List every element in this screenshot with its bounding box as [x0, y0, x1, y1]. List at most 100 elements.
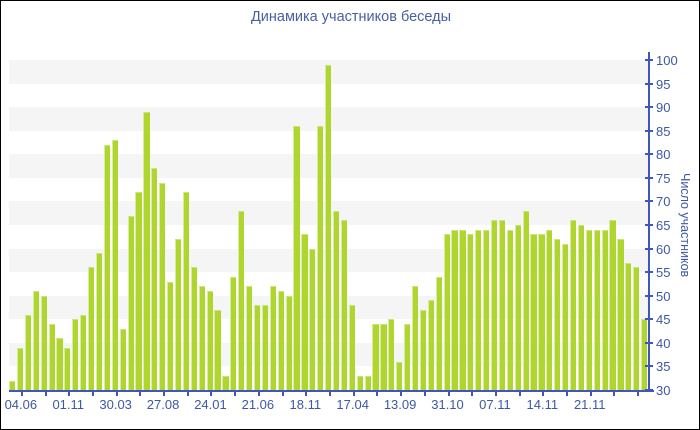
- bar: [451, 229, 458, 390]
- bar: [16, 347, 24, 390]
- bar: [435, 276, 442, 390]
- bar: [475, 229, 482, 390]
- bar: [135, 192, 142, 390]
- bar: [419, 309, 427, 390]
- bar: [119, 328, 126, 390]
- bar: [24, 314, 31, 390]
- y-tick-label: 30: [656, 383, 671, 398]
- x-axis-line: [9, 390, 654, 392]
- x-tick: [186, 392, 189, 396]
- bar: [206, 291, 213, 390]
- y-tick-label: 80: [656, 147, 671, 163]
- bar: [111, 140, 118, 390]
- bar: [325, 64, 332, 390]
- x-tick: [20, 392, 23, 396]
- bar: [569, 220, 577, 390]
- y-tick: [645, 341, 653, 344]
- bar: [348, 305, 355, 390]
- bar: [380, 324, 387, 390]
- bar: [388, 319, 395, 390]
- bar: [467, 234, 474, 390]
- bar: [625, 262, 632, 390]
- x-tick-label: 30.03: [99, 397, 132, 412]
- bar: [530, 234, 537, 390]
- bar: [396, 361, 403, 390]
- bar: [190, 267, 197, 390]
- x-tick-label: 24.01: [194, 397, 227, 412]
- x-tick-label: 17.04: [336, 397, 369, 412]
- x-tick-label: 21.06: [241, 397, 275, 412]
- bar: [182, 192, 190, 390]
- x-tick: [494, 392, 497, 396]
- y-tick: [645, 82, 653, 85]
- x-tick: [210, 392, 213, 396]
- x-tick: [91, 392, 94, 396]
- x-tick-label: 01.11: [52, 397, 85, 412]
- bar: [167, 281, 174, 390]
- y-tick-label: 60: [656, 241, 671, 257]
- bar: [238, 210, 245, 390]
- bar: [103, 144, 110, 390]
- x-tick-label: 27.08: [146, 397, 180, 412]
- bar: [577, 225, 585, 390]
- x-tick: [376, 392, 379, 396]
- bar: [593, 229, 600, 390]
- bar: [95, 253, 103, 390]
- bar: [617, 239, 624, 390]
- x-tick: [115, 392, 118, 396]
- x-tick: [68, 392, 71, 396]
- x-tick: [305, 392, 308, 396]
- bar: [269, 286, 276, 390]
- bar: [641, 319, 648, 390]
- y-tick-label: 45: [656, 312, 671, 328]
- bar: [483, 229, 490, 390]
- bar: [32, 291, 39, 390]
- bar: [356, 375, 363, 390]
- bar: [143, 111, 150, 390]
- bar: [514, 225, 521, 390]
- bar: [554, 239, 561, 390]
- x-tick-label: 13.09: [383, 397, 417, 412]
- x-tick: [329, 392, 331, 396]
- y-tick-label: 90: [656, 100, 671, 116]
- bar: [585, 229, 592, 390]
- x-tick-label: 04.06: [4, 397, 38, 412]
- bar: [538, 234, 545, 390]
- bar: [293, 126, 300, 390]
- y-tick-label: 100: [656, 53, 678, 68]
- x-tick: [234, 392, 237, 396]
- bar: [48, 324, 55, 390]
- y-tick: [645, 129, 653, 132]
- bar: [609, 220, 616, 390]
- bar: [64, 347, 71, 390]
- bar: [222, 375, 229, 390]
- bar: [633, 267, 640, 390]
- x-tick: [471, 392, 474, 396]
- x-tick-label: 18.11: [289, 397, 322, 412]
- bar: [490, 220, 498, 390]
- y-tick: [645, 365, 653, 368]
- x-tick: [518, 392, 521, 396]
- bar: [562, 243, 569, 390]
- bar: [372, 324, 379, 390]
- y-tick-label: 70: [656, 194, 671, 210]
- bar: [506, 229, 513, 390]
- y-axis-title-wrap: Число участников: [677, 60, 693, 390]
- x-tick: [352, 392, 355, 396]
- bar: [404, 324, 411, 390]
- y-tick: [645, 176, 653, 179]
- x-tick: [566, 392, 569, 396]
- x-tick: [400, 392, 403, 396]
- x-tick: [139, 392, 142, 396]
- bar: [317, 126, 324, 390]
- bar: [443, 234, 450, 390]
- x-tick-label: 07.11: [479, 397, 511, 412]
- bar: [340, 220, 348, 390]
- y-tick-label: 40: [656, 335, 671, 351]
- bar: [277, 291, 284, 390]
- y-tick: [645, 318, 653, 321]
- y-axis-line: [648, 52, 650, 392]
- bar: [261, 305, 269, 390]
